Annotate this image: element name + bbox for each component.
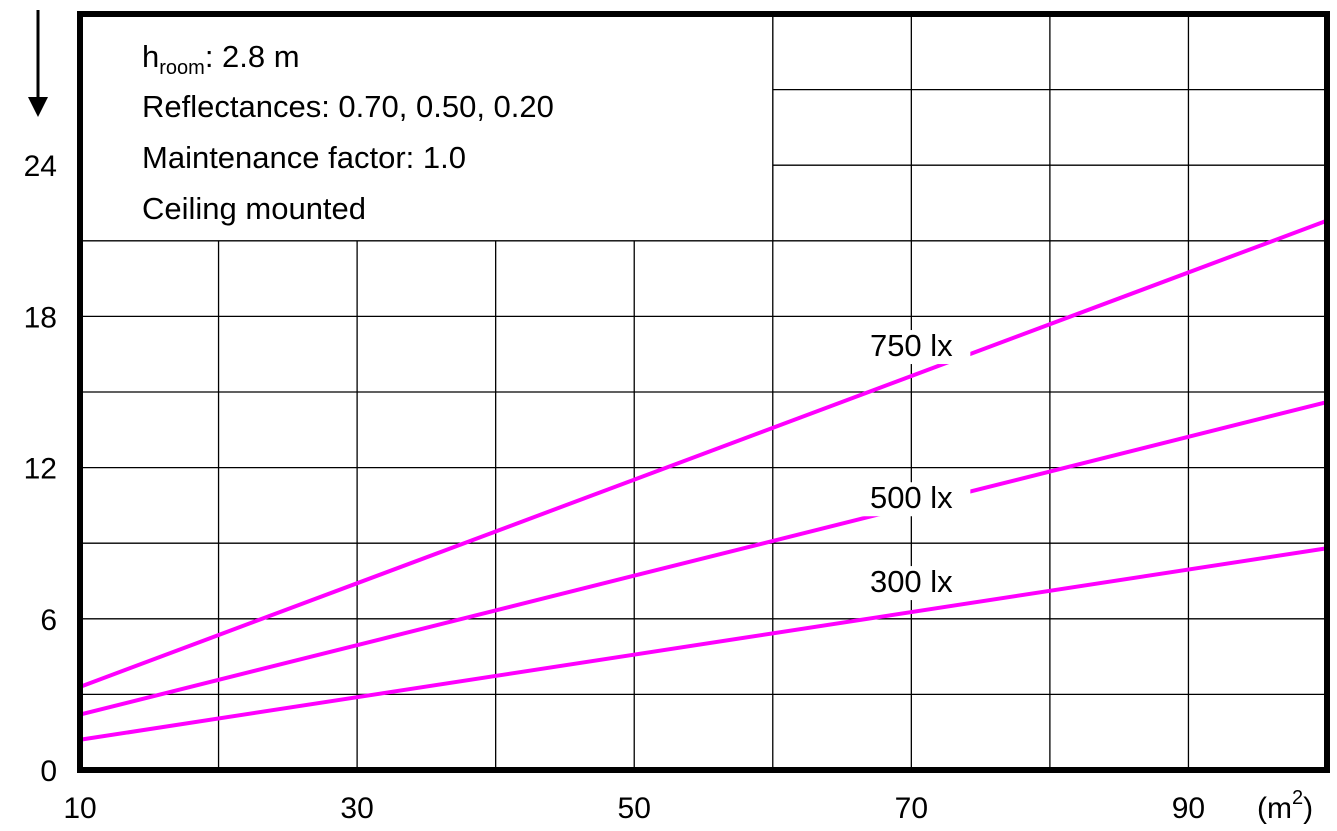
- mounting-note: Ceiling mounted: [142, 191, 366, 226]
- room-height-note: hroom: 2.8 m: [142, 39, 300, 79]
- x-axis-unit: (m2): [1257, 787, 1313, 825]
- arrow-down-icon: [28, 97, 48, 117]
- series-label-background: [852, 482, 971, 517]
- y-tick-label: 24: [24, 150, 57, 183]
- x-tick-label: 10: [63, 792, 96, 825]
- series-lines: [79, 218, 1328, 742]
- series-label: 750 lx: [870, 328, 953, 363]
- y-axis-direction-arrow: [28, 10, 48, 117]
- reflectances-note: Reflectances: 0.70, 0.50, 0.20: [142, 89, 554, 124]
- y-tick-label: 12: [24, 453, 57, 486]
- maintenance-note: Maintenance factor: 1.0: [142, 140, 466, 175]
- series-label-background: [852, 566, 971, 601]
- series-line: [79, 546, 1328, 742]
- y-tick-label: 0: [40, 755, 57, 788]
- info-box: hroom: 2.8 m Reflectances: 0.70, 0.50, 0…: [80, 14, 774, 242]
- x-tick-label: 90: [1172, 792, 1205, 825]
- series-label: 500 lx: [870, 480, 953, 515]
- x-tick-label: 30: [340, 792, 373, 825]
- x-tick-label: 70: [895, 792, 928, 825]
- x-tick-label: 50: [618, 792, 651, 825]
- series-label-background: [852, 330, 971, 365]
- series-labels: 750 lx 500 lx 300 lx: [852, 328, 971, 601]
- plot-frame: [77, 11, 1330, 773]
- y-tick-label: 18: [24, 301, 57, 334]
- info-box-background: [80, 14, 773, 241]
- series-line: [79, 400, 1328, 717]
- series-line: [79, 218, 1328, 689]
- x-axis-ticks: 10 30 50 70 90: [63, 792, 1205, 825]
- y-tick-label: 6: [40, 604, 57, 637]
- series-label: 300 lx: [870, 564, 953, 599]
- y-axis-ticks: 0 6 12 18 24: [24, 150, 57, 788]
